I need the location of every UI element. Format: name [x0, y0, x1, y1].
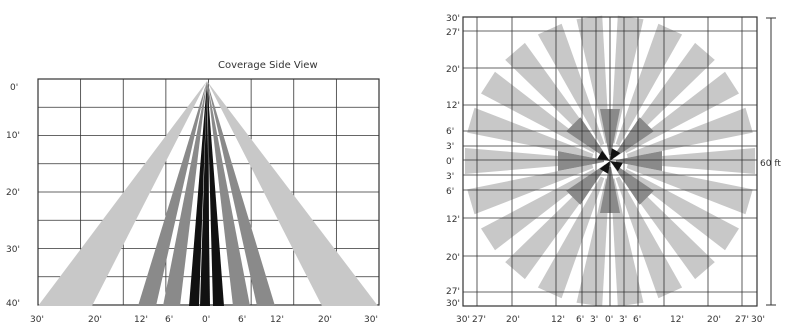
top-beam-outer — [615, 23, 683, 146]
top-x-label-5: 6' — [576, 315, 584, 325]
top-x-label-9: 6' — [633, 315, 641, 325]
top-y-label-30b: 30' — [446, 299, 460, 309]
top-beam-inner — [610, 148, 621, 161]
top-y-label-3b: 3' — [446, 172, 454, 182]
dimension-label: 60 ft — [760, 159, 781, 169]
top-x-label-8: 3' — [619, 315, 627, 325]
top-beam-mid — [613, 164, 654, 205]
top-beam-mid — [558, 151, 604, 171]
top-beam-outer — [626, 164, 753, 215]
top-y-label-20a: 20' — [446, 65, 460, 75]
top-x-label-4: 12' — [551, 315, 565, 325]
side-x-label-5: 0' — [202, 315, 210, 325]
side-y-label-0: 0' — [10, 83, 18, 93]
top-y-label-27b: 27' — [446, 287, 460, 297]
side-view-title: Coverage Side View — [218, 60, 318, 71]
dimension-bracket — [766, 17, 776, 306]
side-x-label-6: 6' — [238, 315, 246, 325]
top-beam-inner — [597, 150, 610, 161]
side-x-label-1: 30' — [30, 315, 44, 325]
top-beam-inner — [599, 161, 610, 174]
top-beam-outer — [624, 169, 739, 251]
top-y-label-27a: 27' — [446, 28, 460, 38]
top-y-label-6a: 6' — [446, 127, 454, 137]
side-beam-mid-left — [138, 81, 207, 306]
side-x-label-9: 30' — [364, 315, 378, 325]
side-beam-outer-right — [207, 81, 378, 306]
side-beam-mid-right-2 — [207, 81, 250, 306]
top-beam-outer — [467, 107, 594, 158]
top-y-label-3a: 3' — [446, 142, 454, 152]
top-y-label-0: 0' — [446, 157, 454, 167]
side-x-label-2: 20' — [88, 315, 102, 325]
side-beam-inner-center — [200, 81, 210, 306]
side-beam-outer-left-2 — [62, 81, 207, 306]
top-beam-mid — [566, 117, 607, 158]
top-beam-outer — [537, 176, 605, 299]
top-beam-outer — [481, 71, 596, 153]
top-y-label-12b: 12' — [446, 215, 460, 225]
side-view-panel: Coverage Side View 0' 10' 20' 30' 40' 30… — [6, 60, 380, 325]
side-view-beams — [38, 81, 378, 306]
side-x-label-3: 12' — [134, 315, 148, 325]
top-view-grid — [462, 16, 758, 307]
top-beam-outer — [628, 148, 755, 174]
top-x-label-7: 0' — [605, 315, 613, 325]
top-beam-outer — [615, 176, 683, 299]
top-beam-mid — [616, 151, 662, 171]
side-beam-outer-left — [38, 81, 207, 306]
side-x-label-7: 12' — [270, 315, 284, 325]
top-x-label-11: 20' — [707, 315, 721, 325]
top-y-label-20b: 20' — [446, 253, 460, 263]
side-y-label-30: 30' — [6, 245, 20, 255]
top-beam-outer — [624, 71, 739, 153]
top-beam-outer — [467, 164, 594, 215]
top-beam-outer — [465, 148, 592, 174]
top-x-label-10: 12' — [670, 315, 684, 325]
side-beam-mid-left-2 — [163, 81, 207, 306]
top-x-label-12: 27' — [735, 315, 749, 325]
top-beam-mid — [566, 164, 607, 205]
top-x-label-2: 27' — [472, 315, 486, 325]
top-view-panel: 30' 27' 20' 12' 6' 3' 0' 3' 6' 12' 20' 2… — [446, 14, 781, 325]
side-y-label-40: 40' — [6, 299, 20, 309]
side-beam-mid-right — [207, 81, 275, 306]
side-x-label-8: 20' — [318, 315, 332, 325]
top-beam-inner — [610, 161, 623, 172]
top-y-label-12a: 12' — [446, 101, 460, 111]
side-x-label-4: 6' — [165, 315, 173, 325]
top-x-label-13: 30' — [751, 315, 765, 325]
top-y-label-6b: 6' — [446, 187, 454, 197]
side-beam-inner-left — [189, 81, 207, 306]
top-beam-outer — [626, 107, 753, 158]
top-beam-mid — [613, 117, 654, 158]
top-x-label-6: 3' — [590, 315, 598, 325]
top-beam-outer — [537, 23, 605, 146]
top-beam-outer — [481, 169, 596, 251]
side-y-label-10: 10' — [6, 131, 20, 141]
side-y-label-20: 20' — [6, 188, 20, 198]
side-beam-inner-right — [207, 81, 224, 306]
top-view-beams — [465, 15, 755, 307]
top-x-label-3: 20' — [506, 315, 520, 325]
top-y-label-30a: 30' — [446, 14, 460, 24]
top-x-label-1: 30' — [456, 315, 470, 325]
